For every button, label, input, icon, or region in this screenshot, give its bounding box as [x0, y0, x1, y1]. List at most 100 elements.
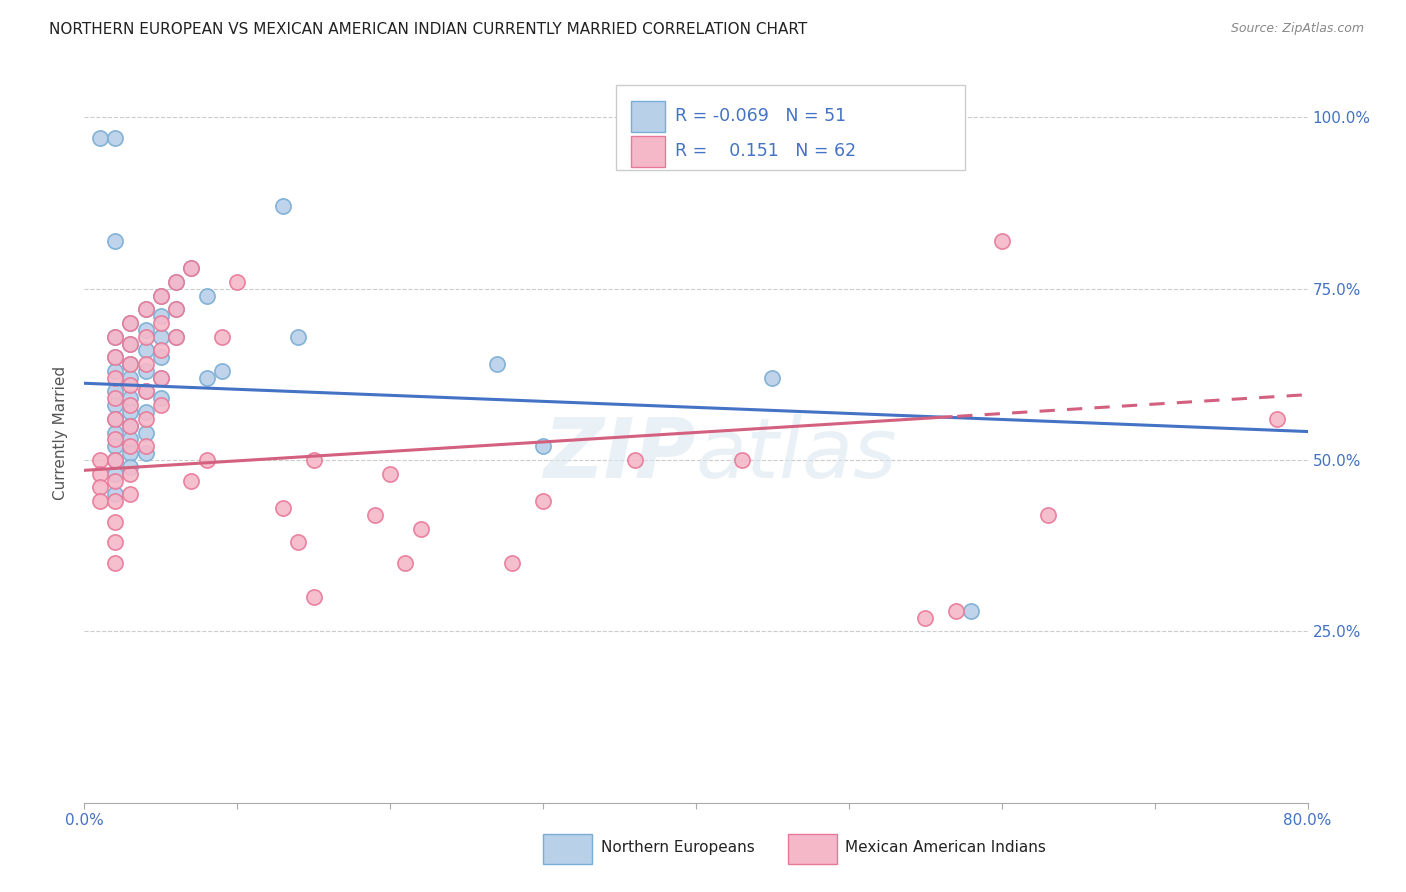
- Point: [104, 453, 127, 467]
- Point: [364, 508, 387, 522]
- Point: [394, 556, 416, 570]
- Point: [120, 357, 142, 371]
- Point: [271, 199, 294, 213]
- Point: [104, 494, 127, 508]
- Point: [104, 439, 127, 453]
- Point: [104, 350, 127, 364]
- Point: [302, 453, 325, 467]
- Point: [271, 501, 294, 516]
- Point: [165, 329, 187, 343]
- Point: [165, 302, 187, 317]
- Point: [104, 556, 127, 570]
- Point: [135, 384, 157, 399]
- Point: [135, 329, 157, 343]
- Point: [104, 329, 127, 343]
- Point: [89, 480, 111, 494]
- Point: [104, 131, 127, 145]
- Point: [104, 364, 127, 378]
- Point: [104, 474, 127, 488]
- Point: [761, 371, 783, 385]
- Point: [135, 302, 157, 317]
- Point: [104, 535, 127, 549]
- Point: [302, 590, 325, 604]
- Point: [120, 405, 142, 419]
- Point: [531, 439, 554, 453]
- Point: [104, 392, 127, 406]
- Point: [135, 425, 157, 440]
- Point: [195, 453, 218, 467]
- Point: [409, 522, 432, 536]
- Point: [104, 371, 127, 385]
- Point: [120, 336, 142, 351]
- Text: atlas: atlas: [696, 414, 897, 495]
- Point: [149, 371, 172, 385]
- Point: [180, 261, 202, 276]
- Point: [135, 357, 157, 371]
- Point: [149, 343, 172, 358]
- Point: [149, 398, 172, 412]
- Point: [731, 453, 754, 467]
- Point: [195, 371, 218, 385]
- Point: [104, 412, 127, 426]
- Point: [180, 474, 202, 488]
- Point: [149, 350, 172, 364]
- Bar: [631, 136, 665, 167]
- Point: [287, 535, 309, 549]
- Point: [120, 398, 142, 412]
- Point: [149, 316, 172, 330]
- Point: [135, 364, 157, 378]
- Point: [120, 371, 142, 385]
- Point: [104, 412, 127, 426]
- Point: [1036, 508, 1059, 522]
- Point: [135, 323, 157, 337]
- Point: [135, 302, 157, 317]
- Point: [287, 329, 309, 343]
- Point: [104, 350, 127, 364]
- Point: [135, 412, 157, 426]
- Point: [120, 487, 142, 501]
- Point: [120, 459, 142, 474]
- Point: [486, 357, 509, 371]
- Point: [165, 329, 187, 343]
- Text: ZIP: ZIP: [543, 414, 696, 495]
- Text: R = -0.069   N = 51: R = -0.069 N = 51: [675, 107, 846, 125]
- Point: [531, 494, 554, 508]
- Bar: [543, 834, 592, 863]
- Point: [135, 446, 157, 460]
- Point: [104, 329, 127, 343]
- Point: [104, 398, 127, 412]
- Point: [120, 377, 142, 392]
- Point: [624, 453, 647, 467]
- Bar: [787, 834, 837, 863]
- Bar: [616, 85, 965, 169]
- Text: Northern Europeans: Northern Europeans: [600, 839, 754, 855]
- Point: [120, 418, 142, 433]
- Point: [211, 329, 233, 343]
- Text: Source: ZipAtlas.com: Source: ZipAtlas.com: [1230, 22, 1364, 36]
- Point: [89, 467, 111, 481]
- Point: [502, 556, 524, 570]
- Text: R =    0.151   N = 62: R = 0.151 N = 62: [675, 142, 856, 160]
- Point: [211, 364, 233, 378]
- Point: [104, 515, 127, 529]
- Point: [120, 418, 142, 433]
- Point: [120, 316, 142, 330]
- Point: [135, 405, 157, 419]
- Point: [120, 433, 142, 447]
- Point: [135, 343, 157, 358]
- Point: [945, 604, 967, 618]
- Point: [89, 453, 111, 467]
- Point: [89, 131, 111, 145]
- Point: [120, 316, 142, 330]
- Point: [149, 309, 172, 323]
- Point: [380, 467, 402, 481]
- Point: [135, 439, 157, 453]
- Point: [914, 610, 936, 624]
- Point: [104, 467, 127, 481]
- Text: Mexican American Indians: Mexican American Indians: [845, 839, 1046, 855]
- Point: [104, 425, 127, 440]
- Point: [165, 275, 187, 289]
- Point: [149, 329, 172, 343]
- Point: [89, 494, 111, 508]
- Point: [195, 288, 218, 302]
